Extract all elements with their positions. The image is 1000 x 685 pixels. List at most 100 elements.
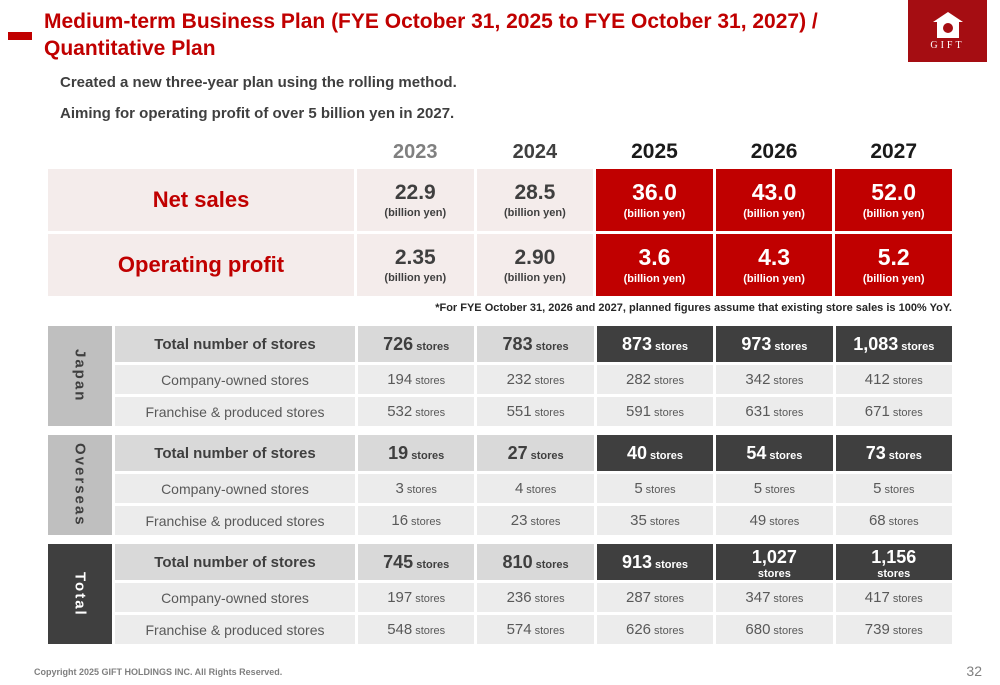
stores-unit-label: stores — [655, 559, 689, 571]
total-total-2023-cell: 745 stores — [358, 544, 475, 580]
stores-unit-label: stores — [534, 375, 565, 387]
financial-value: 2.35 — [394, 245, 436, 269]
store-count-value: 1,027 — [751, 547, 797, 567]
store-count-value: 342 — [745, 371, 771, 388]
store-count-value: 532 — [387, 403, 413, 420]
overseas-company-owned-label: Company-owned stores — [115, 474, 355, 503]
operating-profit-2025-cell: 3.6 (billion yen) — [596, 234, 713, 296]
net-sales-2025-cell: 36.0 (billion yen) — [596, 169, 713, 231]
japan-company-2026-cell: 342 stores — [716, 365, 833, 394]
stores-unit-label: stores — [774, 341, 808, 353]
store-count-value: 810 — [502, 552, 533, 572]
store-count-value: 35 — [630, 512, 647, 529]
billion-yen-unit: (billion yen) — [862, 273, 925, 286]
store-count-value: 417 — [864, 589, 890, 606]
financial-value: 2.90 — [514, 245, 556, 269]
overseas-company-2024-cell: 4 stores — [477, 474, 594, 503]
financial-table: 2023 2024 2025 2026 2027 Net sales 22.9 … — [48, 136, 952, 296]
stores-unit-label: stores — [416, 341, 450, 353]
total-company-2023-cell: 197 stores — [358, 583, 475, 612]
billion-yen-unit: (billion yen) — [384, 207, 447, 220]
total-franchise-2027-cell: 739 stores — [835, 615, 952, 644]
financial-value: 52.0 — [871, 178, 917, 205]
financial-value: 36.0 — [632, 178, 677, 205]
overseas-company-2023-cell: 3 stores — [358, 474, 475, 503]
operating-profit-2027-cell: 5.2 (billion yen) — [835, 234, 952, 296]
stores-unit-label: stores — [411, 516, 442, 528]
stores-unit-label: stores — [773, 593, 804, 605]
stores-unit-label: stores — [884, 484, 915, 496]
overseas-company-2027-cell: 5 stores — [835, 474, 952, 503]
store-count-value: 68 — [868, 512, 886, 529]
billion-yen-unit: (billion yen) — [743, 208, 805, 221]
total-company-owned-label: Company-owned stores — [115, 583, 355, 612]
japan-franchise-2023-cell: 532 stores — [358, 397, 475, 426]
stores-unit-label: stores — [530, 450, 564, 462]
japan-company-2027-cell: 412 stores — [835, 365, 952, 394]
japan-total-2023-cell: 726 stores — [358, 326, 475, 362]
store-count-value: 551 — [506, 403, 532, 420]
slide-content: 2023 2024 2025 2026 2027 Net sales 22.9 … — [48, 136, 952, 644]
total-total-2025-cell: 913 stores — [596, 544, 714, 580]
stores-unit-label: stores — [415, 593, 446, 605]
year-header-2027: 2027 — [870, 140, 918, 163]
overseas-total-2024-cell: 27 stores — [477, 435, 594, 471]
store-count-value: 745 — [383, 552, 414, 572]
overseas-store-table: Overseas Total number of stores 19 stores… — [48, 435, 952, 535]
stores-unit-label: stores — [773, 625, 804, 637]
stores-unit-label: stores — [888, 450, 922, 462]
total-total-2026-cell: 1,027 stores — [716, 544, 833, 580]
store-count-value: 40 — [626, 443, 647, 463]
stores-unit-label: stores — [877, 567, 911, 580]
total-franchise-label: Franchise & produced stores — [115, 615, 355, 644]
total-company-2026-cell: 347 stores — [716, 583, 833, 612]
store-count-value: 3 — [395, 480, 404, 497]
japan-franchise-2026-cell: 631 stores — [716, 397, 833, 426]
stores-unit-label: stores — [411, 450, 445, 462]
overseas-franchise-2024-cell: 23 stores — [477, 506, 594, 535]
financial-value: 5.2 — [877, 243, 910, 270]
overseas-franchise-2026-cell: 49 stores — [716, 506, 833, 535]
gift-logo-text: GIFT — [930, 39, 965, 51]
billion-yen-unit: (billion yen) — [743, 273, 805, 286]
copyright-text: Copyright 2025 GIFT HOLDINGS INC. All Ri… — [34, 667, 283, 677]
store-count-value: 574 — [506, 621, 532, 638]
store-count-value: 282 — [625, 371, 652, 388]
year-header-spacer — [48, 136, 354, 166]
region-label-text: Overseas — [71, 443, 89, 527]
net-sales-row-label: Net sales — [48, 169, 354, 231]
store-count-value: 5 — [634, 480, 643, 497]
stores-unit-label: stores — [415, 375, 446, 387]
billion-yen-unit: (billion yen) — [862, 208, 925, 221]
store-count-value: 73 — [865, 443, 886, 463]
stores-unit-label: stores — [415, 625, 446, 637]
billion-yen-unit: (billion yen) — [384, 272, 447, 285]
stores-unit-label: stores — [773, 407, 804, 419]
store-count-value: 591 — [625, 403, 652, 420]
stores-unit-label: stores — [765, 484, 796, 496]
year-header-2023: 2023 — [393, 141, 438, 163]
store-count-value: 680 — [745, 621, 771, 638]
stores-unit-label: stores — [892, 593, 923, 605]
japan-franchise-label: Franchise & produced stores — [115, 397, 355, 426]
table-footnote: *For FYE October 31, 2026 and 2027, plan… — [435, 302, 952, 314]
japan-franchise-2024-cell: 551 stores — [477, 397, 594, 426]
stores-unit-label: stores — [769, 516, 800, 528]
billion-yen-unit: (billion yen) — [623, 273, 686, 286]
stores-unit-label: stores — [769, 450, 803, 462]
overseas-total-2023-cell: 19 stores — [358, 435, 475, 471]
overseas-franchise-2023-cell: 16 stores — [358, 506, 475, 535]
billion-yen-unit: (billion yen) — [504, 207, 566, 220]
store-count-value: 232 — [506, 371, 532, 388]
stores-unit-label: stores — [888, 516, 919, 528]
store-count-value: 873 — [621, 334, 652, 354]
operating-profit-2023-cell: 2.35 (billion yen) — [357, 234, 474, 296]
japan-company-2024-cell: 232 stores — [477, 365, 594, 394]
store-count-value: 27 — [507, 443, 528, 463]
financial-value: 3.6 — [638, 243, 671, 270]
overseas-franchise-label: Franchise & produced stores — [115, 506, 355, 535]
intro-line-1: Created a new three-year plan using the … — [60, 74, 457, 91]
store-count-value: 49 — [749, 512, 767, 529]
intro-line-2: Aiming for operating profit of over 5 bi… — [60, 105, 455, 122]
overseas-franchise-2027-cell: 68 stores — [835, 506, 952, 535]
